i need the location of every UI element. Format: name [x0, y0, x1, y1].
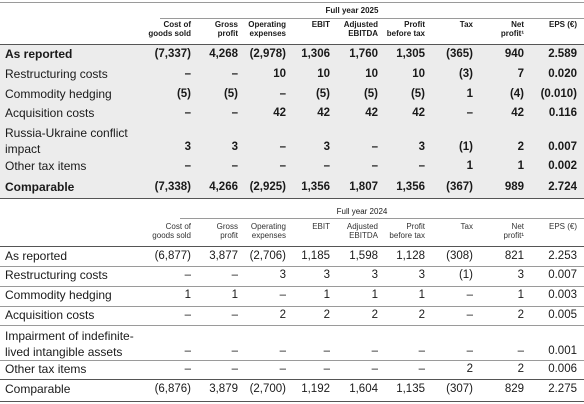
period-title-divider	[180, 218, 584, 219]
table-row: Acquisition costs – – 42 42 42 42 – 42 0…	[0, 104, 584, 123]
col-header-eps: EPS (€)	[548, 222, 577, 231]
row-divider	[0, 379, 584, 380]
col-header-opex: Operating expenses	[248, 20, 286, 38]
col-header-adj-ebitda: Adjusted EBITDA	[343, 20, 378, 38]
col-header-net-profit: Net profit¹	[500, 20, 524, 38]
table-row: Restructuring costs – – 10 10 10 10 (3) …	[0, 65, 584, 85]
col-header-eps: EPS (€)	[548, 20, 577, 29]
table-row: Other tax items – – – – – – 1 1 0.002	[0, 157, 584, 177]
table-bottom-divider	[0, 401, 584, 402]
table-row: Other tax items – – – – – – 2 2 0.006	[5, 362, 577, 376]
top-divider	[0, 2, 584, 3]
table-row: Impairment of indefinite-lived intangibl…	[5, 329, 577, 359]
period-title-divider	[160, 18, 584, 19]
row-divider	[0, 286, 584, 287]
table-row: Commodity hedging 1 1 – 1 1 1 – 1 0.003	[5, 288, 577, 302]
row-divider	[0, 306, 584, 307]
table-full-year-2024: Full year 2024 Cost of goods sold Gross pr…	[0, 206, 584, 404]
table-row: As reported (7,337) 4,268 (2,978) 1,306 …	[0, 45, 584, 65]
header-divider	[0, 246, 584, 247]
col-header-cogs: Cost of goods sold	[148, 20, 191, 38]
table-bottom-divider	[0, 198, 584, 199]
col-header-pbt: Profit before tax	[386, 20, 425, 38]
table-row: As reported (6,877) 3,877 (2,706) 1,185 …	[5, 249, 577, 263]
row-divider	[0, 360, 584, 361]
row-label-multiline: Russia-Ukraine conflict impact	[5, 126, 128, 156]
col-header-ebit: EBIT	[312, 222, 330, 231]
table-row: Acquisition costs – – 2 2 2 2 – 2 0.005	[5, 308, 577, 322]
table-full-year-2025: Full year 2025 Cost of goods sold Gross pr…	[0, 0, 584, 200]
col-header-net-profit: Net profit¹	[503, 222, 524, 240]
row-divider	[0, 266, 584, 267]
col-header-adj-ebitda: Adjusted EBITDA	[346, 222, 378, 240]
col-header-ebit: EBIT	[311, 20, 330, 29]
period-title: Full year 2025	[325, 6, 379, 15]
table-row-total: Comparable (6,876) 3,879 (2,700) 1,192 1…	[5, 382, 577, 396]
col-header-pbt: Profit before tax	[389, 222, 425, 240]
column-header-row: Cost of goods sold Gross profit Operating e…	[0, 222, 584, 244]
col-header-tax: Tax	[460, 222, 473, 231]
col-header-gross-profit: Gross profit	[216, 222, 238, 240]
period-title: Full year 2024	[336, 207, 388, 216]
col-header-opex: Operating expenses	[250, 222, 286, 240]
header-divider	[0, 44, 584, 45]
table-row: Restructuring costs – – 3 3 3 3 (1) 3 0.…	[5, 268, 577, 282]
column-header-row: Cost of goods sold Gross profit Operating e…	[0, 20, 584, 42]
table-row: Commodity hedging (5) (5) – (5) (5) (5) …	[0, 85, 584, 104]
table-row-total: Comparable (7,338) 4,266 (2,925) 1,356 1…	[0, 177, 584, 198]
col-header-cogs: Cost of goods sold	[152, 222, 191, 240]
col-header-gross-profit: Gross profit	[214, 20, 238, 38]
col-header-tax: Tax	[459, 20, 473, 29]
row-label-multiline: Impairment of indefinite-lived intangibl…	[5, 329, 134, 359]
row-divider	[0, 325, 584, 326]
table-row: Russia-Ukraine conflict impact 3 3 – 3 – …	[0, 123, 584, 157]
